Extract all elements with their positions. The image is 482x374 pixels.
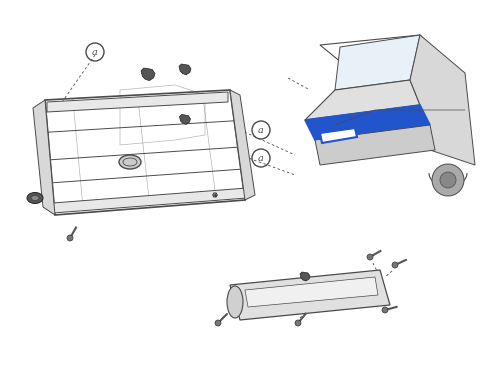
Polygon shape [230, 270, 390, 320]
Polygon shape [141, 68, 155, 81]
Circle shape [392, 262, 398, 268]
Polygon shape [410, 35, 475, 165]
Polygon shape [179, 64, 191, 75]
Circle shape [440, 172, 456, 188]
Polygon shape [213, 193, 217, 197]
Polygon shape [33, 100, 55, 215]
Polygon shape [245, 277, 378, 307]
Polygon shape [305, 105, 430, 140]
Polygon shape [315, 125, 435, 165]
Polygon shape [300, 272, 310, 281]
Ellipse shape [31, 196, 39, 200]
Polygon shape [305, 80, 420, 120]
Circle shape [382, 307, 388, 313]
Polygon shape [47, 92, 228, 112]
Ellipse shape [27, 193, 43, 203]
Circle shape [367, 254, 373, 260]
Polygon shape [53, 188, 247, 213]
Circle shape [295, 320, 301, 326]
Circle shape [432, 164, 464, 196]
Polygon shape [179, 114, 190, 125]
Ellipse shape [119, 155, 141, 169]
Polygon shape [230, 90, 255, 200]
Text: a: a [92, 47, 98, 56]
Text: a: a [258, 126, 264, 135]
Circle shape [67, 235, 73, 241]
Circle shape [215, 320, 221, 326]
Polygon shape [335, 35, 420, 90]
Ellipse shape [227, 286, 243, 318]
Polygon shape [320, 128, 357, 143]
Text: a: a [258, 153, 264, 162]
